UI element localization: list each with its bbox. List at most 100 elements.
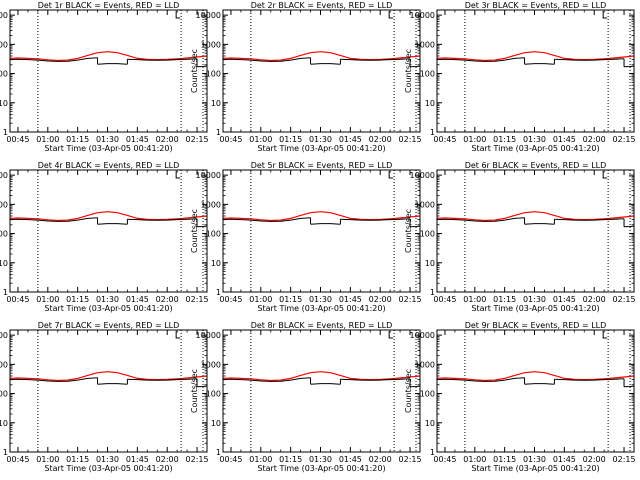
series-events-line [127, 378, 198, 381]
x-tick-label: 02:00 [369, 295, 392, 304]
series-lld-line [222, 51, 421, 62]
y-tick-label: 1 [3, 288, 8, 297]
series-lld-line [436, 371, 635, 382]
series-lld-line [9, 51, 208, 62]
x-axis-label: Start Time (03-Apr-05 00:41:20) [257, 464, 385, 473]
bracket-marker [602, 331, 608, 339]
x-tick-label: 00:45 [6, 455, 29, 464]
bracket-marker [388, 331, 394, 339]
plot-frame [436, 329, 635, 453]
plot-frame [222, 169, 421, 293]
chart-panel-4: Det 4r BLACK = Events, RED = LLD 1 10 100 10… [0, 161, 209, 313]
x-tick-label: 02:00 [156, 135, 179, 144]
x-tick-label: 02:00 [369, 135, 392, 144]
series-lld-line [436, 51, 635, 62]
chart-panel-3: Det 3r BLACK = Events, RED = LLD 1 10 100 10… [404, 1, 636, 153]
x-tick-label: 01:15 [493, 135, 516, 144]
x-tick-label: 01:00 [463, 455, 486, 464]
series-events-line [127, 218, 198, 221]
x-tick-label: 00:45 [6, 135, 29, 144]
x-tick-label: 00:45 [433, 455, 456, 464]
x-tick-label: 01:30 [96, 455, 119, 464]
plot-frame [222, 9, 421, 133]
bracket-marker [602, 171, 608, 179]
y-tick-label: 10 [425, 99, 435, 108]
x-tick-label: 01:00 [36, 135, 59, 144]
y-tick-label: 10 [425, 259, 435, 268]
series-events-line [127, 58, 198, 61]
y-tick-label: 1000 [415, 360, 435, 369]
y-axis-label: Counts/sec [404, 369, 413, 413]
series-events-line [222, 217, 311, 222]
series-events-line [410, 385, 421, 388]
x-tick-label: 00:45 [6, 295, 29, 304]
plot-frame [436, 9, 635, 133]
y-axis-label: Counts/sec [404, 209, 413, 253]
series-events-line [97, 63, 128, 65]
x-tick-label: 01:15 [493, 295, 516, 304]
series-events-line [197, 225, 208, 228]
plot-frame [222, 329, 421, 453]
y-tick-label: 1 [3, 128, 8, 137]
x-tick-label: 01:00 [36, 295, 59, 304]
x-tick-label: 00:45 [433, 135, 456, 144]
chart-panel-8: Det 8r BLACK = Events, RED = LLD 1 10 100 10… [190, 321, 422, 473]
x-axis-label: Start Time (03-Apr-05 00:41:20) [257, 144, 385, 153]
y-tick-label: 1000 [0, 200, 8, 209]
x-tick-label: 00:45 [219, 455, 242, 464]
x-tick-label: 01:15 [493, 455, 516, 464]
y-tick-label: 10 [0, 259, 8, 268]
chart-title: Det 4r BLACK = Events, RED = LLD [38, 161, 180, 170]
series-events-line [524, 63, 555, 65]
y-tick-label: 1000 [0, 360, 8, 369]
x-tick-label: 02:15 [399, 295, 422, 304]
y-tick-label: 1000 [201, 360, 221, 369]
series-events-line [436, 217, 525, 222]
x-tick-label: 01:45 [339, 135, 362, 144]
y-tick-label: 100 [206, 230, 221, 239]
chart-title: Det 6r BLACK = Events, RED = LLD [465, 161, 607, 170]
x-axis-label: Start Time (03-Apr-05 00:41:20) [471, 304, 599, 313]
x-tick-label: 02:15 [613, 135, 636, 144]
series-events-line [197, 65, 208, 68]
x-tick-label: 01:30 [96, 135, 119, 144]
series-lld-line [436, 211, 635, 222]
series-events-line [554, 58, 625, 61]
series-lld-line [9, 211, 208, 222]
chart-title: Det 2r BLACK = Events, RED = LLD [251, 1, 393, 10]
x-tick-label: 02:00 [369, 455, 392, 464]
y-axis-label: Counts/sec [190, 49, 199, 93]
y-tick-label: 100 [420, 390, 435, 399]
series-lld-line [222, 371, 421, 382]
y-tick-label: 10000 [410, 171, 435, 180]
y-tick-label: 100 [0, 390, 8, 399]
series-events-line [222, 377, 311, 382]
y-axis-label: Counts/sec [190, 369, 199, 413]
x-tick-label: 01:45 [126, 455, 149, 464]
chart-panel-2: Det 2r BLACK = Events, RED = LLD 1 10 100 10… [190, 1, 422, 153]
plot-frame [436, 169, 635, 293]
bracket-marker [175, 331, 181, 339]
y-tick-label: 1000 [415, 40, 435, 49]
x-tick-label: 02:15 [399, 455, 422, 464]
series-events-line [310, 63, 341, 65]
y-tick-label: 100 [206, 390, 221, 399]
x-axis-label: Start Time (03-Apr-05 00:41:20) [471, 464, 599, 473]
x-tick-label: 02:15 [613, 455, 636, 464]
x-tick-label: 02:15 [186, 295, 209, 304]
chart-panel-1: Det 1r BLACK = Events, RED = LLD 1 10 100 10… [0, 1, 209, 153]
y-tick-label: 10000 [410, 331, 435, 340]
plot-frame [9, 169, 208, 293]
series-events-line [197, 385, 208, 388]
y-tick-label: 100 [0, 230, 8, 239]
series-events-line [554, 378, 625, 381]
y-tick-label: 100 [0, 70, 8, 79]
y-tick-label: 1 [430, 288, 435, 297]
y-tick-label: 10 [211, 99, 221, 108]
series-events-line [624, 225, 635, 228]
series-events-line [340, 378, 411, 381]
x-tick-label: 01:00 [249, 135, 272, 144]
chart-panel-9: Det 9r BLACK = Events, RED = LLD 1 10 100 10… [404, 321, 636, 473]
y-tick-label: 10 [211, 259, 221, 268]
x-tick-label: 01:45 [553, 455, 576, 464]
